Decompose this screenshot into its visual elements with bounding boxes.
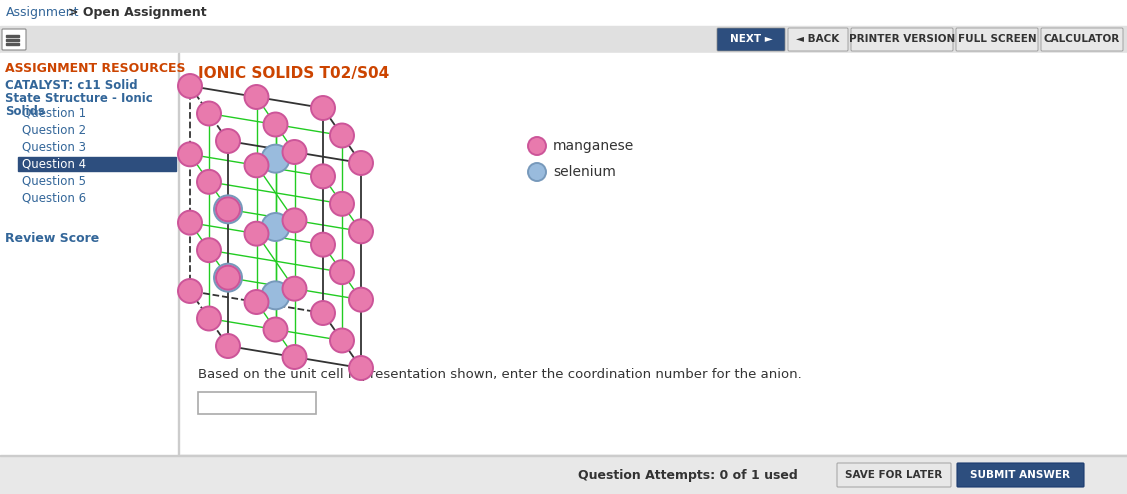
Circle shape [330, 260, 354, 284]
Circle shape [197, 306, 221, 330]
Circle shape [349, 356, 373, 380]
Bar [0, 26, 1127, 53]
Circle shape [178, 210, 202, 235]
Circle shape [311, 165, 335, 188]
Bar [6, 43, 19, 45]
Circle shape [311, 96, 335, 120]
Circle shape [178, 74, 202, 98]
Circle shape [311, 301, 335, 325]
Text: ASSIGNMENT RESOURCES: ASSIGNMENT RESOURCES [5, 62, 186, 75]
Bar [0, 0, 1127, 26]
Text: SAVE FOR LATER: SAVE FOR LATER [845, 470, 942, 480]
Text: Based on the unit cell representation shown, enter the coordination number for t: Based on the unit cell representation sh… [198, 368, 801, 381]
Circle shape [197, 101, 221, 125]
Circle shape [245, 222, 268, 246]
Circle shape [245, 153, 268, 177]
Circle shape [261, 213, 290, 241]
Circle shape [245, 290, 268, 314]
Circle shape [330, 124, 354, 148]
Circle shape [311, 233, 335, 257]
Text: CATALYST: c11 Solid: CATALYST: c11 Solid [5, 79, 137, 92]
Circle shape [214, 195, 242, 223]
FancyBboxPatch shape [788, 28, 848, 51]
FancyBboxPatch shape [851, 28, 953, 51]
Circle shape [330, 329, 354, 353]
Text: State Structure - Ionic: State Structure - Ionic [5, 92, 153, 105]
Bar [0, 53, 178, 494]
Text: > Open Assignment: > Open Assignment [68, 6, 206, 19]
Text: Question 6: Question 6 [23, 192, 86, 205]
Circle shape [264, 113, 287, 136]
Circle shape [349, 288, 373, 312]
Circle shape [330, 192, 354, 216]
Text: NEXT ►: NEXT ► [729, 35, 772, 44]
Text: IONIC SOLIDS T02/S04: IONIC SOLIDS T02/S04 [198, 66, 389, 81]
Text: Question 4: Question 4 [23, 158, 86, 170]
FancyBboxPatch shape [2, 29, 26, 50]
Circle shape [529, 137, 545, 155]
Text: Question 2: Question 2 [23, 124, 86, 136]
Circle shape [283, 345, 307, 369]
FancyBboxPatch shape [957, 463, 1084, 487]
Text: Solids: Solids [5, 105, 45, 118]
Bar [180, 53, 1127, 456]
Circle shape [261, 145, 290, 173]
Bar [180, 455, 1127, 456]
Circle shape [216, 129, 240, 153]
Circle shape [349, 151, 373, 175]
Circle shape [216, 266, 240, 289]
Text: Review Score: Review Score [5, 232, 99, 245]
Text: Question 3: Question 3 [23, 140, 86, 154]
Text: CALCULATOR: CALCULATOR [1044, 35, 1120, 44]
Circle shape [214, 264, 242, 291]
Circle shape [197, 170, 221, 194]
Circle shape [245, 85, 268, 109]
Text: ◄ BACK: ◄ BACK [797, 35, 840, 44]
Text: PRINTER VERSION: PRINTER VERSION [849, 35, 955, 44]
Bar [0, 456, 1127, 494]
FancyBboxPatch shape [1041, 28, 1122, 51]
Text: Question 5: Question 5 [23, 174, 86, 188]
Text: Assignment: Assignment [6, 6, 80, 19]
Circle shape [178, 142, 202, 166]
Text: manganese: manganese [553, 139, 635, 153]
Circle shape [197, 238, 221, 262]
Bar [198, 392, 316, 414]
Circle shape [264, 318, 287, 341]
Circle shape [216, 334, 240, 358]
Text: FULL SCREEN: FULL SCREEN [958, 35, 1037, 44]
Text: SUBMIT ANSWER: SUBMIT ANSWER [970, 470, 1071, 480]
Circle shape [216, 197, 240, 221]
Text: Question Attempts: 0 of 1 used: Question Attempts: 0 of 1 used [578, 468, 798, 482]
FancyBboxPatch shape [956, 28, 1038, 51]
Circle shape [178, 279, 202, 303]
Bar [6, 35, 19, 37]
FancyBboxPatch shape [717, 28, 786, 51]
Circle shape [529, 163, 545, 181]
Bar [18, 157, 176, 171]
Circle shape [261, 282, 290, 309]
Circle shape [283, 277, 307, 301]
Text: Question 1: Question 1 [23, 107, 86, 120]
Circle shape [283, 140, 307, 164]
FancyBboxPatch shape [837, 463, 951, 487]
Circle shape [283, 208, 307, 232]
Circle shape [349, 219, 373, 244]
Bar [6, 39, 19, 41]
Text: selenium: selenium [553, 165, 615, 179]
Bar [0, 455, 1127, 456]
